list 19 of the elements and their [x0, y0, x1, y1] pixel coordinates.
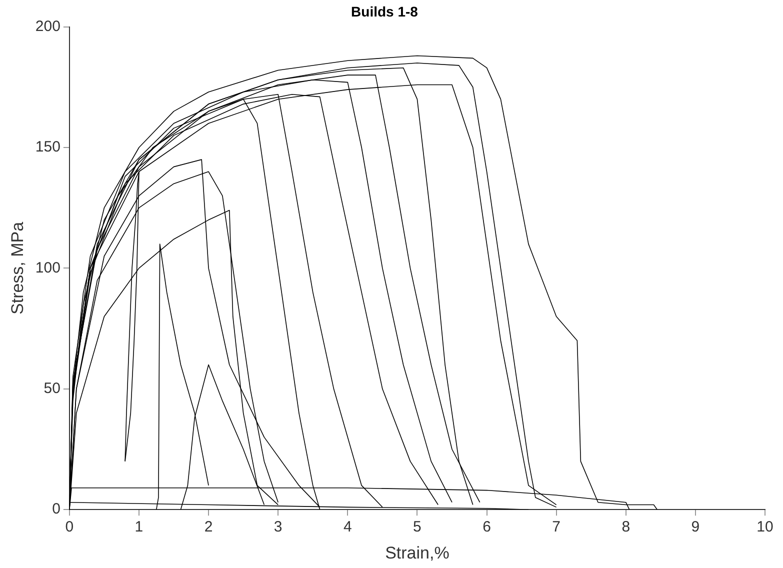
x-tick-label: 5 — [413, 518, 422, 536]
y-tick-label: 0 — [52, 500, 60, 518]
y-tick-label: 200 — [35, 18, 60, 35]
x-tick-label: 1 — [134, 518, 144, 536]
x-tick-label: 3 — [274, 518, 282, 536]
x-tick-label: 8 — [622, 518, 630, 536]
x-tick-label: 4 — [343, 518, 352, 536]
y-axis-title: Stress, MPa — [8, 221, 27, 314]
x-tick-label: 9 — [691, 518, 700, 536]
y-tick-label: 100 — [35, 259, 60, 276]
x-tick-label: 6 — [482, 518, 491, 536]
chart-title: Builds 1-8 — [351, 3, 418, 20]
y-tick-label: 150 — [35, 138, 60, 156]
x-axis-title: Strain,% — [385, 543, 450, 562]
y-tick-label: 50 — [44, 380, 60, 398]
x-tick-label: 0 — [65, 518, 74, 536]
x-tick-label: 2 — [204, 518, 213, 536]
x-tick-label: 10 — [756, 518, 774, 536]
x-tick-label: 7 — [552, 518, 560, 536]
